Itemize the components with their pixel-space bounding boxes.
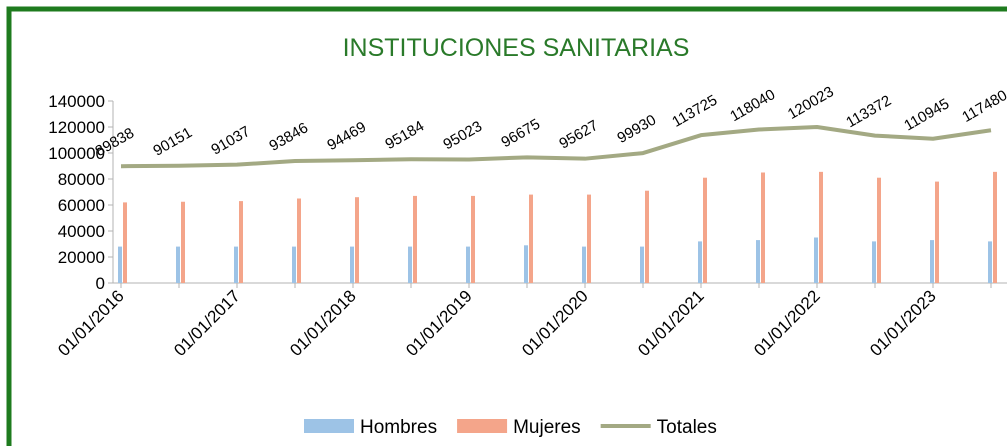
- line: [120, 124, 992, 169]
- y-tick-label: 60000: [58, 196, 105, 215]
- bar: [297, 198, 301, 283]
- bar: [993, 171, 997, 283]
- bar: [529, 194, 533, 283]
- bar: [239, 201, 243, 283]
- y-tick-label: 100000: [48, 144, 105, 163]
- y-tick-label: 120000: [48, 118, 105, 137]
- bar: [471, 195, 475, 283]
- bar: [355, 197, 359, 283]
- bar: [524, 245, 528, 283]
- bar: [176, 246, 180, 283]
- y-tick-label: 20000: [58, 248, 105, 267]
- bar: [819, 171, 823, 283]
- bar: [640, 246, 644, 283]
- bar: [466, 246, 470, 283]
- y-tick-label: 0: [96, 274, 105, 293]
- bar: [756, 240, 760, 283]
- bar: [118, 246, 122, 283]
- bar: [350, 246, 354, 283]
- chart-title: INSTITUCIONES SANITARIAS: [343, 34, 690, 62]
- legend-label: Totales: [657, 417, 717, 438]
- y-tick-label: 140000: [48, 92, 105, 111]
- y-tick-label: 40000: [58, 222, 105, 241]
- bar: [872, 241, 876, 283]
- bar: [413, 195, 417, 283]
- y-tick-label: 80000: [58, 170, 105, 189]
- bar: [988, 241, 992, 283]
- bar: [814, 237, 818, 283]
- frame: [6, 6, 1007, 446]
- legend-label: Hombres: [360, 417, 437, 438]
- bar: [930, 240, 934, 283]
- legend-swatch: [304, 419, 354, 433]
- bar: [587, 194, 591, 283]
- legend-label: Mujeres: [513, 417, 581, 438]
- legend-swatch: [457, 419, 508, 433]
- bar: [234, 246, 238, 283]
- bar: [123, 202, 127, 283]
- bar: [645, 190, 649, 283]
- bar: [761, 172, 765, 283]
- bar: [935, 181, 939, 283]
- bar: [703, 177, 707, 283]
- bar: [877, 177, 881, 283]
- bar: [582, 246, 586, 283]
- bar: [181, 201, 185, 283]
- bar: [698, 241, 702, 283]
- bar: [408, 246, 412, 283]
- bar: [292, 246, 296, 283]
